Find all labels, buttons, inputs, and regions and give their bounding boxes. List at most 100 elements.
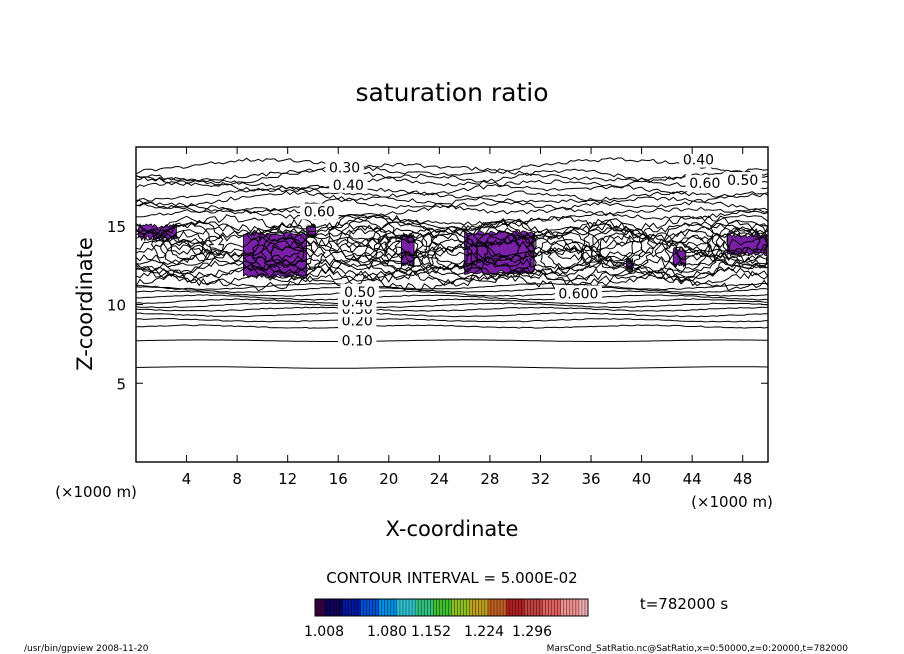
colorbar-cell [554, 599, 558, 616]
contour-line [434, 238, 471, 270]
colorbar-cell [396, 599, 401, 616]
contour-line [465, 218, 538, 276]
colorbar-cell [315, 599, 319, 616]
contour-label: 0.60 [304, 205, 335, 221]
colorbar-cell [387, 599, 392, 616]
y-tick-label: 10 [107, 297, 126, 315]
colorbar-cell [402, 599, 407, 616]
colorbar-cell [393, 599, 398, 616]
x-unit-right: (×1000 m) [691, 493, 773, 511]
colorbar-cell [466, 599, 470, 616]
colorbar-cell [563, 599, 568, 616]
contour-line [136, 298, 768, 305]
contour-label: 0.60 [689, 176, 720, 192]
contour-line [136, 226, 768, 245]
contour-line [590, 225, 644, 270]
x-tick-label: 40 [632, 470, 651, 488]
colorbar-cell [354, 599, 358, 616]
colorbar-cell [378, 599, 383, 616]
colorbar-cell [581, 599, 586, 616]
colorbar-cell [569, 599, 574, 616]
contour-label-bg [723, 172, 762, 189]
colorbar-cell [348, 599, 352, 616]
contour-line [136, 273, 768, 292]
x-axis-label: X-coordinate [386, 517, 519, 541]
colorbar-cell [503, 599, 507, 616]
contour-line [136, 286, 768, 293]
contour-line [136, 241, 768, 259]
x-tick-label: 8 [232, 470, 242, 488]
contour-label-bg [340, 283, 379, 300]
colorbar-cell [430, 599, 434, 616]
colorbar-cell [439, 599, 443, 616]
colorbar-cell [557, 599, 561, 616]
contour-label: 0.30 [329, 160, 360, 176]
contour-lines [136, 157, 768, 369]
colorbar-cell [442, 599, 446, 616]
colorbar-cell [469, 599, 474, 616]
colorbar-cell [521, 599, 525, 616]
chart-title: saturation ratio [355, 78, 548, 107]
contour-line [260, 229, 316, 275]
contour-line [136, 306, 768, 312]
contour-line [486, 230, 522, 262]
contour-line [527, 226, 602, 282]
contour-line [136, 339, 768, 342]
colorbar-cell [333, 599, 337, 616]
contour-line [270, 236, 305, 269]
y-tick-label: 5 [116, 375, 126, 393]
contour-label-bg [338, 332, 377, 349]
colorbar-cell [345, 599, 349, 616]
colorbar-cell [336, 599, 340, 616]
contour-line [414, 225, 489, 283]
colorbar-cell [433, 599, 437, 616]
colorbar-tick-labels: 1.008 1.080 1.152 1.224 1.296 [304, 624, 552, 640]
contour-line [136, 282, 768, 291]
colorbar-cell [578, 599, 583, 616]
colorbar-cell [363, 599, 367, 616]
colorbar-cell [366, 599, 370, 616]
contour-label-bg [300, 203, 339, 220]
x-tick-label: 48 [733, 470, 752, 488]
contour-line [136, 190, 768, 209]
colorbar-cell [327, 599, 331, 616]
colorbar-cell [421, 599, 425, 616]
colorbar-cell [472, 599, 477, 616]
contour-line [427, 232, 479, 276]
contour-line [136, 250, 768, 268]
contour-label-bg [685, 175, 724, 192]
contour-line [136, 157, 768, 176]
time-label: t=782000 s [640, 595, 728, 613]
contour-line [136, 290, 768, 297]
x-tick-label: 16 [329, 470, 348, 488]
contour-line [136, 266, 768, 284]
x-tick-label: 36 [581, 470, 600, 488]
colorbar-cell [575, 599, 580, 616]
contour-line [136, 302, 768, 309]
colorbar-cell [415, 599, 419, 616]
contour-line [136, 168, 768, 188]
colorbar-cell [533, 599, 537, 616]
contour-line [136, 179, 768, 199]
colorbar-cell [497, 599, 501, 616]
colorbar-cell [399, 599, 404, 616]
colorbar-cell [330, 599, 334, 616]
colorbar-cell [512, 599, 516, 616]
contour-line [539, 231, 593, 277]
colorbar-cell [539, 599, 543, 616]
contour-line [136, 324, 768, 329]
contour-label: 0.40 [333, 178, 364, 194]
colorbar-cell [436, 599, 440, 616]
contour-line [136, 218, 768, 237]
contour-line [383, 234, 419, 265]
colorbar-cell [375, 599, 379, 616]
contour-line [168, 229, 205, 261]
colorbar-cell [542, 599, 546, 616]
contour-line [136, 162, 768, 182]
contour-line [136, 317, 768, 323]
colorbar-cell [390, 599, 395, 616]
colorbar-cell [418, 599, 422, 616]
colorbar-cell [412, 599, 416, 616]
contour-label: 0.50 [344, 285, 375, 301]
